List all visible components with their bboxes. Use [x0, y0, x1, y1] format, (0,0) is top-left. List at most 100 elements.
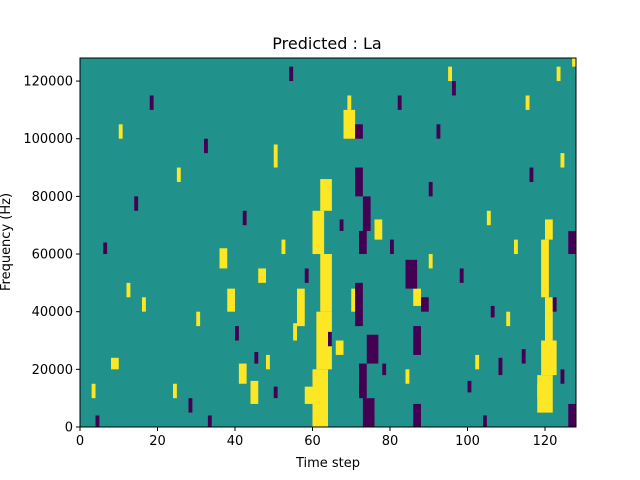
- heatmap-cell-high: [541, 340, 557, 376]
- heatmap-cell-low: [366, 334, 379, 364]
- y-tick-label: 60000: [32, 248, 73, 263]
- x-tick-label: 60: [304, 434, 321, 449]
- y-tick-label: 100000: [23, 132, 73, 147]
- x-tick-label: 80: [382, 434, 399, 449]
- heatmap-cell-low: [204, 138, 208, 154]
- heatmap-cell-low: [149, 95, 154, 110]
- heatmap-cell-high: [250, 380, 259, 404]
- heatmap-cell-low: [452, 81, 456, 96]
- heatmap-cell-low: [428, 181, 433, 197]
- heatmap-cell-low: [289, 66, 294, 82]
- heatmap-cell-high: [545, 297, 553, 341]
- x-axis: 0 20 40 60 80 100 120: [76, 427, 558, 449]
- heatmap-cell-high: [266, 354, 270, 370]
- heatmap-cell-low: [359, 363, 367, 399]
- y-tick-label: 80000: [32, 190, 73, 205]
- heatmap-cell-low: [436, 124, 441, 139]
- heatmap-cell-low: [235, 326, 239, 341]
- heatmap-cell-high: [258, 268, 266, 283]
- heatmap-cell-high: [238, 363, 247, 384]
- heatmap-cell-low: [498, 357, 503, 376]
- heatmap-cell-high: [142, 297, 146, 312]
- heatmap-cell-high: [506, 311, 511, 327]
- heatmap-cell-low: [254, 352, 259, 364]
- heatmap-cell-high: [281, 239, 286, 255]
- heatmap-cell-low: [328, 331, 332, 347]
- chart-title: Predicted : La: [272, 34, 381, 53]
- heatmap-cell-high: [293, 323, 298, 341]
- heatmap-cell-low: [397, 95, 402, 110]
- x-tick-label: 120: [533, 434, 558, 449]
- heatmap-cell-low: [355, 167, 363, 197]
- y-tick-label: 20000: [32, 363, 73, 378]
- heatmap-cell-low: [552, 297, 557, 312]
- x-tick-label: 100: [455, 434, 480, 449]
- heatmap-cell-low: [355, 124, 363, 139]
- y-axis: 0 20000 40000 60000 80000 100000 120000: [23, 75, 80, 436]
- heatmap-cell-low: [483, 415, 487, 427]
- heatmap-cell-high: [196, 311, 201, 327]
- plot-frame: [79, 57, 577, 428]
- heatmap-cell-low: [95, 415, 100, 427]
- heatmap-cell-low: [413, 403, 421, 427]
- heatmap-cell-high: [316, 311, 332, 370]
- heatmap-cell-low: [273, 386, 278, 399]
- heatmap-cell-low: [459, 268, 464, 283]
- y-tick-label: 40000: [32, 305, 73, 320]
- heatmap-cell-high: [320, 254, 332, 312]
- heatmap-cell-low: [188, 398, 193, 413]
- y-axis-label: Frequency (Hz): [0, 193, 14, 291]
- heatmap-cells: [91, 58, 577, 427]
- heatmap-cell-low: [362, 196, 371, 231]
- heatmap-cell-high: [525, 95, 530, 110]
- heatmap-cell-high: [545, 219, 553, 240]
- heatmap-cell-high: [343, 109, 356, 139]
- plot-area: [79, 57, 577, 428]
- heatmap-cell-high: [335, 340, 344, 355]
- heatmap-cell-high: [297, 288, 305, 327]
- x-tick-label: 20: [149, 434, 166, 449]
- heatmap-cell-low: [521, 349, 526, 364]
- heatmap-cell-low: [355, 282, 363, 327]
- heatmap-cell-low: [568, 230, 576, 255]
- heatmap-cell-high: [312, 369, 328, 427]
- y-tick-label: 0: [65, 421, 73, 436]
- x-axis-label: Time step: [295, 456, 360, 471]
- heatmap-cell-low: [359, 230, 367, 255]
- heatmap-cell-low: [339, 219, 344, 231]
- heatmap-cell-high: [304, 386, 313, 404]
- heatmap-cell-high: [227, 288, 235, 312]
- heatmap-cell-high: [176, 167, 181, 182]
- heatmap-cell-low: [304, 268, 309, 283]
- heatmap-cell-high: [537, 383, 545, 399]
- heatmap-cell-high: [556, 66, 561, 82]
- heatmap-cell-high: [219, 248, 228, 269]
- heatmap-cell-low: [413, 326, 421, 355]
- heatmap-cell-low: [405, 259, 418, 289]
- heatmap-cell-high: [126, 282, 131, 298]
- heatmap-cell-high: [273, 144, 278, 168]
- x-tick-label: 40: [227, 434, 244, 449]
- heatmap-cell-high: [312, 210, 325, 255]
- heatmap-cell-high: [541, 239, 549, 298]
- heatmap-cell-high: [428, 254, 433, 269]
- heatmap-cell-low: [421, 297, 429, 312]
- heatmap-cell-high: [118, 124, 123, 139]
- heatmap-cell-high: [405, 369, 410, 384]
- heatmap-cell-low: [103, 242, 108, 255]
- heatmap-cell-low: [529, 167, 534, 182]
- heatmap-cell-high: [173, 383, 177, 399]
- heatmap-cell-low: [242, 210, 247, 226]
- heatmap-cell-high: [111, 357, 119, 370]
- y-tick-label: 120000: [23, 75, 73, 90]
- heatmap-cell-high: [486, 210, 491, 226]
- heatmap-cell-high: [413, 288, 421, 306]
- heatmap-cell-high: [91, 383, 96, 399]
- heatmap-cell-low: [390, 239, 394, 255]
- heatmap-cell-low: [560, 369, 565, 384]
- heatmap-cell-high: [514, 239, 518, 255]
- heatmap-cell-low: [134, 196, 139, 211]
- heatmap-cell-low: [490, 305, 495, 318]
- x-tick-label: 0: [76, 434, 84, 449]
